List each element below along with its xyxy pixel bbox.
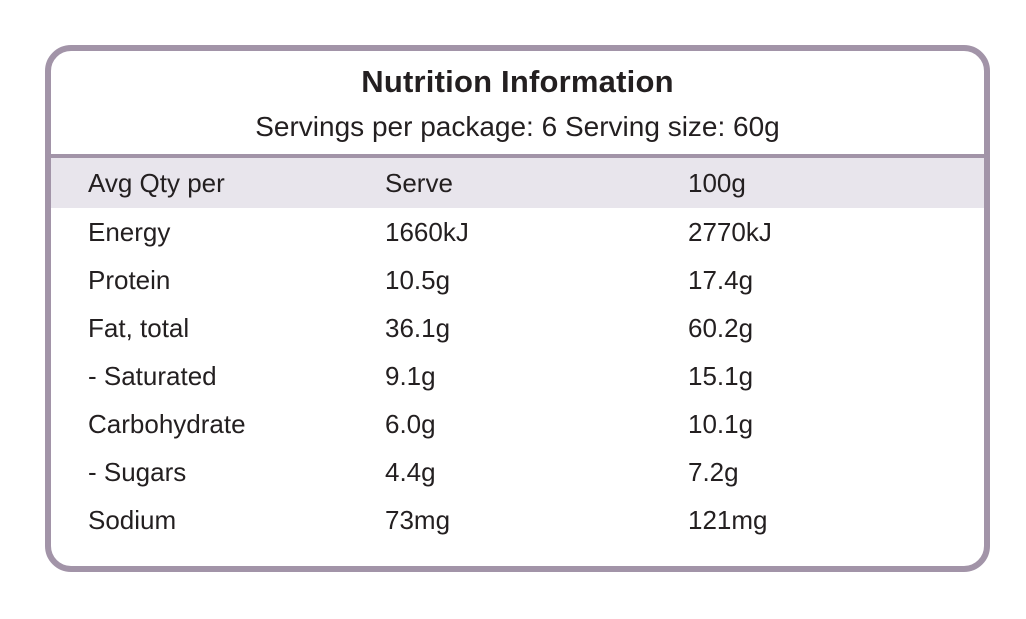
- table-row: - Saturated 9.1g 15.1g: [51, 352, 984, 400]
- table-row: Protein 10.5g 17.4g: [51, 256, 984, 304]
- header-divider: [51, 154, 984, 158]
- serve-value: 73mg: [385, 504, 451, 535]
- per-100g-value: 10.1g: [688, 408, 754, 439]
- header-serve: Serve: [385, 167, 453, 198]
- nutrient-label: - Saturated: [88, 360, 217, 391]
- header-100g: 100g: [688, 167, 746, 198]
- serve-value: 9.1g: [385, 360, 436, 391]
- per-100g-value: 2770kJ: [688, 216, 772, 247]
- per-100g-value: 7.2g: [688, 456, 739, 487]
- nutrient-label: - Sugars: [88, 456, 187, 487]
- nutrient-label: Sodium: [88, 504, 177, 535]
- table-row: - Sugars 4.4g 7.2g: [51, 448, 984, 496]
- table-row: Fat, total 36.1g 60.2g: [51, 304, 984, 352]
- header-avg-qty: Avg Qty per: [88, 167, 225, 198]
- table-row: Energy 1660kJ 2770kJ: [51, 208, 984, 256]
- nutrient-label: Carbohydrate: [88, 408, 246, 439]
- serve-value: 6.0g: [385, 408, 436, 439]
- nutrient-label: Energy: [88, 216, 171, 247]
- serve-value: 10.5g: [385, 264, 451, 295]
- nutrient-label: Fat, total: [88, 312, 190, 343]
- per-100g-value: 121mg: [688, 504, 768, 535]
- table-row: Sodium 73mg 121mg: [51, 496, 984, 544]
- serve-value: 36.1g: [385, 312, 451, 343]
- serve-value: 1660kJ: [385, 216, 469, 247]
- table-header-row: Avg Qty per Serve 100g: [51, 158, 984, 208]
- nutrition-table: Avg Qty per Serve 100g Energy 1660kJ 277…: [51, 158, 984, 544]
- panel-header: Nutrition Information Servings per packa…: [51, 51, 984, 154]
- per-100g-value: 15.1g: [688, 360, 754, 391]
- panel-title: Nutrition Information: [361, 63, 674, 99]
- panel-subtitle: Servings per package: 6 Serving size: 60…: [255, 110, 780, 142]
- per-100g-value: 17.4g: [688, 264, 754, 295]
- serve-value: 4.4g: [385, 456, 436, 487]
- table-row: Carbohydrate 6.0g 10.1g: [51, 400, 984, 448]
- per-100g-value: 60.2g: [688, 312, 754, 343]
- nutrient-label: Protein: [88, 264, 171, 295]
- nutrition-panel: Nutrition Information Servings per packa…: [45, 45, 990, 572]
